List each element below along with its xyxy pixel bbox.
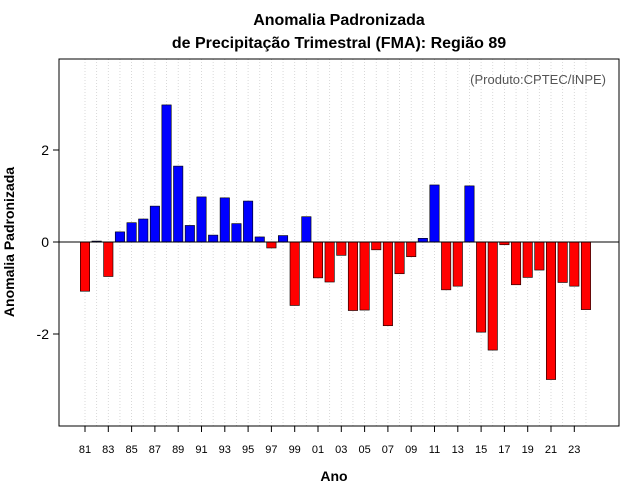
bar-86 bbox=[138, 218, 149, 243]
bar-03 bbox=[336, 241, 347, 256]
y-tick-label--2: -2 bbox=[37, 326, 50, 342]
bar-83 bbox=[103, 241, 114, 277]
y-tick-label-2: 2 bbox=[41, 142, 49, 158]
bar-18 bbox=[511, 241, 522, 286]
bar-16 bbox=[487, 241, 498, 351]
x-tick-label-17: 17 bbox=[498, 444, 510, 456]
x-tick-label-01: 01 bbox=[312, 444, 324, 456]
bar-04 bbox=[347, 241, 358, 311]
x-tick-label-91: 91 bbox=[195, 444, 207, 456]
bar-90 bbox=[184, 225, 195, 243]
x-tick-label-95: 95 bbox=[242, 444, 254, 456]
bar-94 bbox=[231, 223, 242, 243]
bar-97 bbox=[266, 241, 277, 249]
bar-00 bbox=[301, 216, 312, 243]
x-tick-label-81: 81 bbox=[79, 444, 91, 456]
x-tick-label-89: 89 bbox=[172, 444, 184, 456]
bar-23 bbox=[569, 241, 580, 287]
x-tick-label-83: 83 bbox=[102, 444, 114, 456]
x-tick-label-15: 15 bbox=[475, 444, 487, 456]
bar-01 bbox=[312, 241, 323, 279]
bar-89 bbox=[173, 165, 184, 243]
bar-12 bbox=[441, 241, 452, 291]
x-tick-label-23: 23 bbox=[568, 444, 580, 456]
x-tick-label-13: 13 bbox=[452, 444, 464, 456]
bar-24 bbox=[580, 241, 591, 310]
bar-09 bbox=[406, 241, 417, 258]
bar-21 bbox=[545, 241, 556, 380]
bar-13 bbox=[452, 241, 463, 287]
bar-05 bbox=[359, 241, 370, 311]
x-tick-label-85: 85 bbox=[125, 444, 137, 456]
bar-84 bbox=[114, 231, 125, 243]
bar-15 bbox=[476, 241, 487, 333]
x-tick-label-97: 97 bbox=[265, 444, 277, 456]
chart-title: Anomalia Padronizada bbox=[253, 12, 425, 29]
bar-14 bbox=[464, 185, 475, 243]
bar-92 bbox=[208, 234, 219, 243]
x-axis-label: Ano bbox=[320, 468, 347, 484]
x-axis: 81 83 85 87 89 91 93 95 97 99 01 03 05 07 09 11 13 15 17 19… bbox=[79, 426, 580, 456]
chart-subtitle: de Precipitação Trimestral (FMA): Região… bbox=[172, 35, 506, 52]
y-axis: -2 0 2 bbox=[37, 142, 59, 342]
bar-91 bbox=[196, 196, 207, 243]
x-tick-label-21: 21 bbox=[545, 444, 557, 456]
bar-95 bbox=[243, 200, 254, 243]
bar-06 bbox=[371, 241, 382, 251]
x-tick-label-03: 03 bbox=[335, 444, 347, 456]
x-tick-label-05: 05 bbox=[358, 444, 370, 456]
bar-22 bbox=[557, 241, 568, 283]
x-tick-label-07: 07 bbox=[382, 444, 394, 456]
bar-08 bbox=[394, 241, 405, 275]
bar-85 bbox=[126, 222, 137, 243]
x-tick-label-19: 19 bbox=[522, 444, 534, 456]
bar-19 bbox=[522, 241, 533, 278]
bar-11 bbox=[429, 184, 440, 243]
bar-87 bbox=[149, 205, 160, 243]
bar-81 bbox=[80, 241, 91, 292]
bar-07 bbox=[382, 241, 393, 327]
x-tick-label-93: 93 bbox=[219, 444, 231, 456]
y-tick-label-0: 0 bbox=[41, 234, 49, 250]
bar-02 bbox=[324, 241, 335, 283]
x-tick-label-11: 11 bbox=[429, 444, 440, 456]
bar-99 bbox=[289, 241, 300, 306]
bar-20 bbox=[534, 241, 545, 271]
bar-88 bbox=[161, 104, 172, 243]
x-tick-label-87: 87 bbox=[149, 444, 161, 456]
x-tick-label-99: 99 bbox=[289, 444, 301, 456]
x-tick-label-09: 09 bbox=[405, 444, 417, 456]
credit-annotation: (Produto:CPTEC/INPE) bbox=[470, 72, 606, 87]
bar-93 bbox=[219, 197, 230, 243]
y-axis-label: Anomalia Padronizada bbox=[1, 167, 17, 317]
bar-10 bbox=[417, 238, 428, 243]
bar-96 bbox=[254, 236, 265, 243]
bar-98 bbox=[278, 235, 289, 243]
